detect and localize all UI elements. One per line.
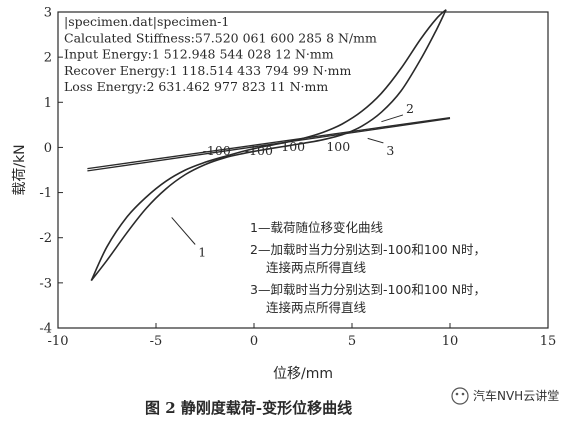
series-3-leader [367,137,384,144]
legend: 1—载荷随位移变化曲线 2—加载时当力分别达到-100和100 N时， 连接两点所得… [250,220,486,315]
y-axis-title: 载荷/kN [12,144,28,195]
series-2-marker-label: 2 [406,101,414,116]
y-tick-label: 3 [44,6,52,21]
legend-entry-2-line: 2—加载时当力分别达到-100和100 N时， [250,242,486,257]
legend-entry-1-line: 1—载荷随位移变化曲线 [250,220,383,235]
watermark-text: 汽车NVH云讲堂 [473,388,559,403]
legend-entry-3-line: 连接两点所得直线 [266,300,367,315]
series-layer [87,9,451,282]
x-tick-label: 15 [540,334,557,349]
wechat-icon-eye-left [455,392,459,396]
threshold-label: -100 [245,143,273,158]
x-tick-label: -10 [48,334,69,349]
series-1-loading-curve [90,9,447,281]
series-3-marker-label: 3 [386,143,394,158]
wechat-icon-eye-right [461,392,465,396]
legend-entry-3-line: 3—卸载时当力分别达到-100和100 N时， [250,282,486,297]
info-line: Loss Energy:2 631.462 977 823 11 N·mm [64,79,328,94]
x-tick-label: 0 [250,334,258,349]
series-1-marker-label: 1 [198,244,206,259]
series-3-line [87,116,451,170]
wechat-icon [451,387,469,405]
y-tick-label: -4 [39,322,52,337]
series-markers: 1 2 3 [171,101,414,259]
plot-frame [57,11,549,329]
info-line: |specimen.dat|specimen-1 [64,14,229,29]
series-2-line [87,117,451,172]
watermark: 汽车NVH云讲堂 [451,387,559,405]
annotations: -100 -100 100 100 [203,139,351,158]
x-tick-label: 10 [442,334,459,349]
y-tick-label: 1 [44,96,52,111]
series-1-leader [171,217,196,245]
legend-entry-2-line: 连接两点所得直线 [266,260,367,275]
series-1-unloading-curve [90,9,447,282]
info-line: Calculated Stiffness:57.520 061 600 285 … [64,30,377,45]
figure-caption: 图 2 静刚度载荷-变形位移曲线 [145,399,352,417]
y-tick-label: -1 [39,186,52,201]
y-tick-label: 2 [44,51,52,66]
series-2-leader [381,114,404,123]
y-tick-label: 0 [44,141,52,156]
info-line: Input Energy:1 512.948 544 028 12 N·mm [64,47,334,62]
threshold-label: -100 [203,143,231,158]
threshold-label: 100 [326,139,350,154]
y-tick-label: -2 [39,231,52,246]
x-tick-label: 5 [348,334,356,349]
y-tick-label: -3 [39,276,52,291]
x-tick-label: -5 [150,334,163,349]
threshold-label: 100 [281,139,305,154]
x-axis-title: 位移/mm [273,366,333,382]
info-line: Recover Energy:1 118.514 433 794 99 N·mm [64,63,351,78]
